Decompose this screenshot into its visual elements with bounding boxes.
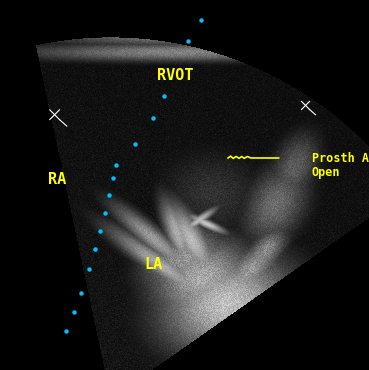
Text: RVOT: RVOT — [157, 68, 193, 83]
Text: LA: LA — [144, 257, 162, 272]
Text: Prosth AV: Prosth AV — [312, 152, 369, 165]
Text: RA: RA — [48, 172, 66, 187]
Text: Open: Open — [312, 165, 340, 179]
